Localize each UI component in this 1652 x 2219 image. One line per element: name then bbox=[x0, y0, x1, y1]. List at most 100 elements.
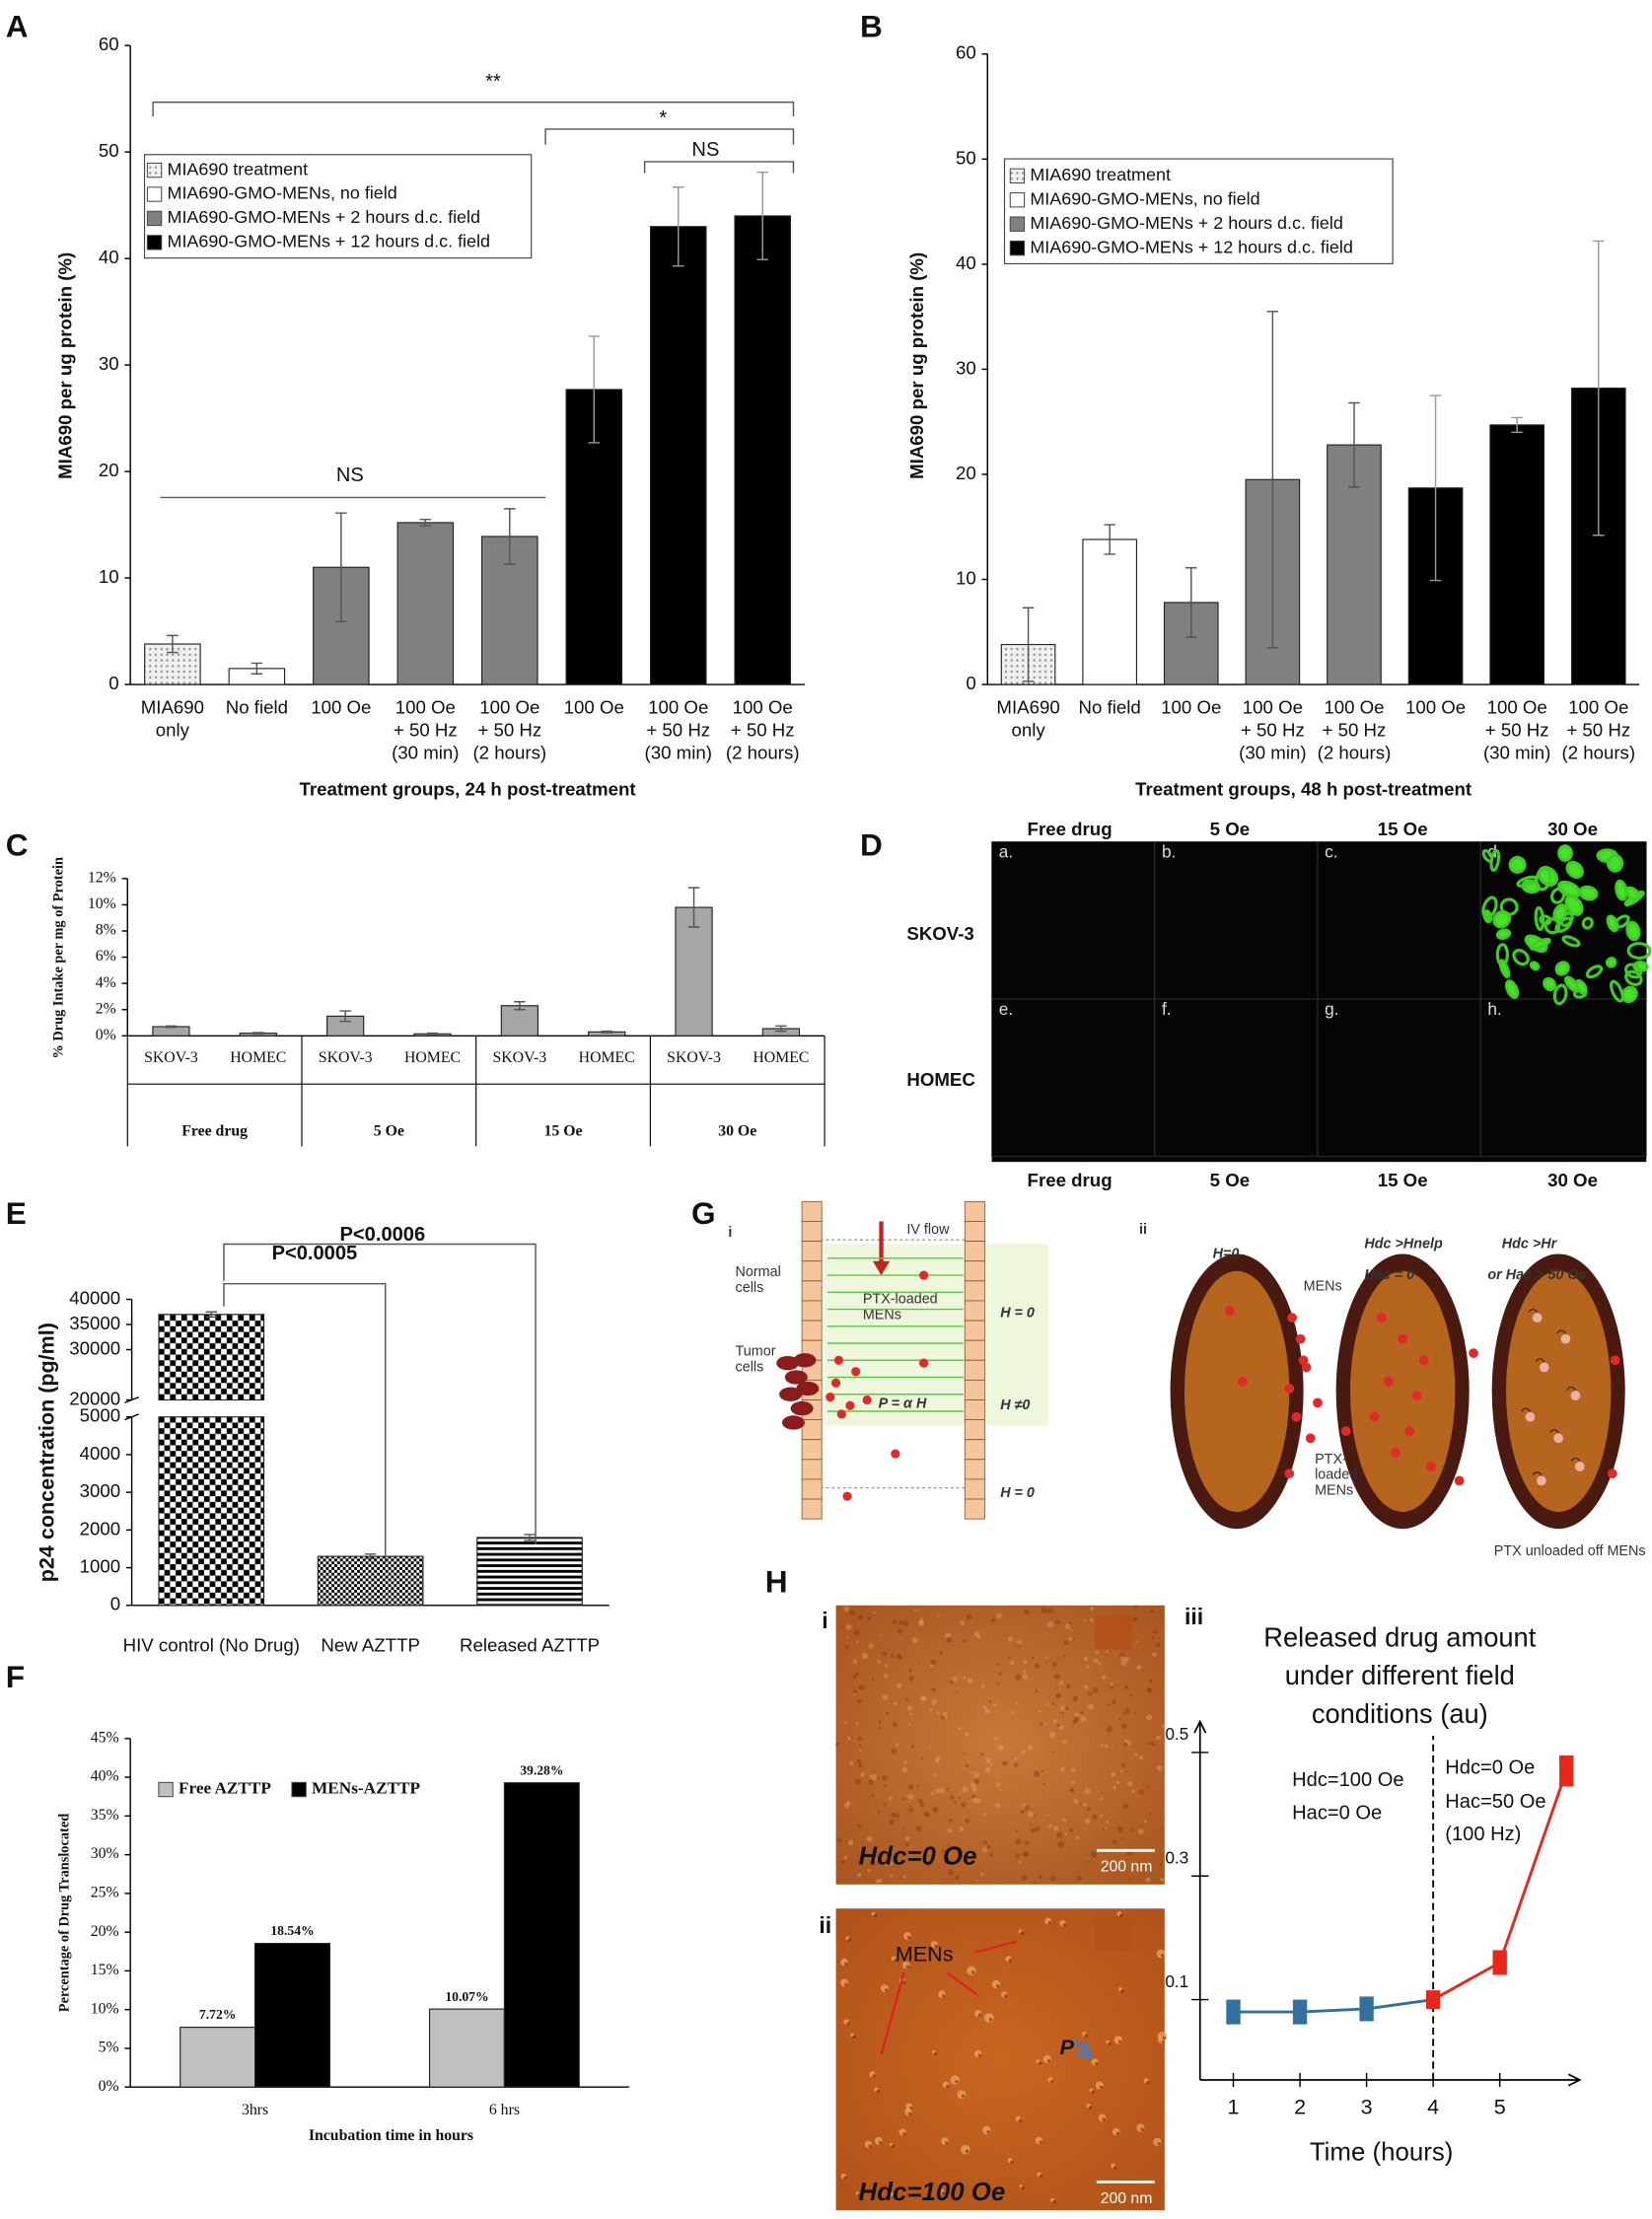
cell bbox=[964, 1379, 985, 1400]
axis-arrow bbox=[1193, 1719, 1582, 2087]
afm-texture bbox=[867, 1869, 871, 1873]
afm-texture bbox=[858, 1684, 865, 1691]
y-tick-label: 0.1 bbox=[1165, 1971, 1188, 1991]
afm-texture bbox=[1123, 1742, 1128, 1747]
afm-label: Hdc=100 Oe bbox=[859, 2179, 1006, 2206]
afm-texture bbox=[927, 1814, 930, 1817]
annotation: Hac=50 Oe bbox=[1445, 1791, 1545, 1813]
afm-texture bbox=[875, 1879, 881, 1884]
x-tick-label: HIV control (No Drug) bbox=[123, 1634, 300, 1655]
text-line: only bbox=[1011, 719, 1045, 740]
afm-texture bbox=[974, 1879, 977, 1882]
error-bar bbox=[1022, 607, 1035, 682]
value-label: 7.72% bbox=[199, 2007, 236, 2022]
y-axis-label: Percentage of Drug Translocated bbox=[56, 1814, 72, 2012]
afm-texture bbox=[941, 1715, 946, 1720]
afm-texture bbox=[876, 2089, 880, 2094]
afm-texture bbox=[1038, 2061, 1042, 2065]
afm-texture bbox=[1034, 1815, 1037, 1818]
fluorescence bbox=[1481, 895, 1498, 919]
men-unloaded bbox=[1560, 1333, 1571, 1344]
afm-texture bbox=[1056, 1724, 1060, 1728]
men-particle bbox=[1313, 1397, 1323, 1408]
afm-texture bbox=[852, 2035, 856, 2040]
afm-texture bbox=[993, 1703, 997, 1707]
afm-texture bbox=[1089, 1617, 1095, 1622]
afm-texture bbox=[963, 1676, 967, 1680]
afm-texture bbox=[947, 1787, 950, 1791]
afm-texture bbox=[1059, 1681, 1064, 1685]
y-axis-label: MIA690 per ug protein (%) bbox=[906, 252, 927, 479]
x-tick-label: MIA690 only bbox=[141, 696, 204, 740]
cell bbox=[801, 1459, 823, 1480]
afm-texture bbox=[1120, 1723, 1127, 1730]
row-label: SKOV-3 bbox=[906, 923, 973, 944]
afm-texture bbox=[1095, 1650, 1100, 1655]
panel-label: H bbox=[765, 1564, 788, 1600]
afm-texture bbox=[946, 1636, 953, 1643]
fluorescence bbox=[1574, 978, 1588, 995]
afm-texture bbox=[1120, 1769, 1124, 1773]
cell bbox=[801, 1221, 823, 1243]
text-line: MENs bbox=[863, 1307, 901, 1323]
afm-texture bbox=[1045, 1703, 1049, 1706]
text-line: 100 Oe bbox=[1487, 696, 1547, 717]
afm-texture bbox=[917, 1610, 920, 1612]
afm-texture bbox=[970, 1970, 975, 1974]
afm-texture bbox=[890, 1874, 894, 1878]
afm-texture bbox=[1075, 1835, 1080, 1839]
afm-texture bbox=[907, 1784, 914, 1791]
afm-texture bbox=[1013, 1762, 1019, 1767]
afm-texture bbox=[1124, 1708, 1130, 1714]
text-line: MENs bbox=[1315, 1482, 1353, 1498]
afm-marker bbox=[1095, 1916, 1132, 1952]
error-bar bbox=[251, 662, 263, 675]
afm-texture bbox=[1098, 1662, 1102, 1666]
afm-texture bbox=[960, 1620, 966, 1625]
fluorescence bbox=[1498, 959, 1511, 978]
afm-texture bbox=[1087, 1691, 1093, 1696]
error-box bbox=[1226, 1999, 1241, 2025]
text-line: 100 Oe bbox=[733, 696, 793, 717]
afm-texture bbox=[910, 1745, 915, 1749]
men-particle bbox=[1398, 1333, 1408, 1344]
afm-texture bbox=[967, 1678, 973, 1684]
afm-texture bbox=[1161, 1724, 1165, 1728]
cell bbox=[801, 1498, 823, 1520]
afm-texture bbox=[889, 1819, 895, 1825]
afm-texture bbox=[1030, 1824, 1033, 1826]
x-tick-label: Released AZTTP bbox=[460, 1634, 600, 1655]
text-line: 100 Oe bbox=[1324, 696, 1384, 717]
afm-texture bbox=[844, 1645, 850, 1650]
error-bar bbox=[165, 1025, 178, 1029]
y-tick-label: 30% bbox=[91, 1845, 119, 1862]
afm-texture bbox=[1133, 1712, 1136, 1715]
x-tick-label: SKOV-3 bbox=[667, 1049, 721, 1066]
afm-texture bbox=[1015, 1838, 1022, 1845]
afm-texture bbox=[945, 1859, 949, 1864]
afm-texture bbox=[1072, 1719, 1077, 1725]
cell bbox=[964, 1200, 985, 1222]
afm-texture bbox=[1051, 1662, 1057, 1668]
afm-texture bbox=[1099, 2085, 1104, 2090]
cell bbox=[801, 1241, 823, 1262]
error-bar bbox=[335, 512, 347, 623]
men-particle bbox=[845, 1400, 855, 1410]
men-particle bbox=[1454, 1475, 1465, 1486]
error-box bbox=[1292, 1999, 1308, 2025]
men-particle bbox=[1369, 1411, 1380, 1422]
x-tick-label: HOMEC bbox=[753, 1049, 809, 1066]
afm-texture bbox=[993, 1736, 998, 1741]
y-tick-label: 6% bbox=[96, 948, 116, 965]
afm-texture bbox=[1160, 1877, 1164, 1882]
afm-texture bbox=[853, 1629, 860, 1636]
men-particle bbox=[826, 1393, 835, 1402]
cell-body bbox=[1506, 1270, 1612, 1512]
afm-texture bbox=[1035, 1825, 1041, 1832]
diagram-label: Hdc >Hr bbox=[1502, 1236, 1558, 1252]
diagram-label: IV flow bbox=[906, 1222, 950, 1238]
afm-texture bbox=[1027, 1745, 1034, 1751]
flow-arrow-head bbox=[872, 1260, 891, 1276]
chart: 0% 5% 10% 15% 20% 25% 30% 35% 40% 45% 3hrs 6 hrs 7.7… bbox=[56, 1729, 629, 2144]
y-tick-label: 50 bbox=[956, 147, 976, 168]
